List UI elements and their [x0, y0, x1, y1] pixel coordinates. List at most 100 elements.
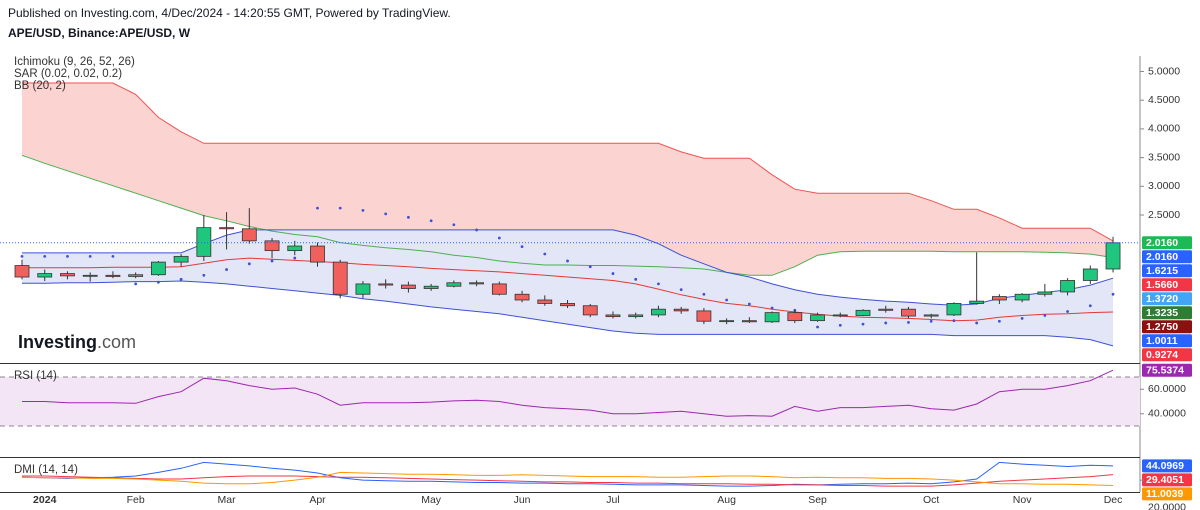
- sar-dot: [43, 254, 47, 258]
- x-tick-label: Feb: [127, 494, 145, 506]
- x-tick-label: May: [421, 494, 442, 506]
- indicator-line: [21, 471, 1114, 486]
- candle-body: [82, 274, 98, 277]
- sar-dot: [88, 254, 92, 258]
- candle-body: [264, 240, 280, 252]
- sar-dot: [1088, 304, 1092, 308]
- price-badge: [1142, 236, 1192, 250]
- candle-body: [219, 227, 234, 230]
- sar-dot: [270, 259, 274, 263]
- sar-dot: [1043, 314, 1047, 317]
- price-badge-label: 1.5660: [1146, 279, 1178, 291]
- sar-dot: [679, 288, 683, 292]
- sar-dot: [338, 206, 342, 210]
- indicator-line: [22, 82, 1114, 242]
- candle-body: [651, 308, 666, 316]
- symbol-title: APE/USD, Binance:APE/USD, W: [8, 26, 191, 40]
- watermark: Investing.com: [18, 332, 136, 352]
- panel-title: RSI (14): [14, 370, 57, 382]
- candle-body: [537, 299, 553, 304]
- y-tick-label: 2.5000: [1148, 209, 1180, 221]
- candle-body: [1105, 242, 1121, 270]
- candle-body: [832, 314, 848, 317]
- candle-body: [560, 303, 575, 307]
- candle-body: [923, 314, 939, 317]
- candle-body: [719, 320, 735, 323]
- candle-body: [946, 303, 962, 316]
- sar-dot: [475, 228, 478, 232]
- price-badge: [1142, 334, 1192, 348]
- sar-dot: [247, 262, 251, 266]
- candle-body: [991, 296, 1007, 301]
- candle-body: [901, 308, 916, 317]
- price-badge-label: 2.0160: [1146, 237, 1178, 249]
- candle-body: [673, 308, 689, 312]
- sar-dot: [66, 254, 69, 258]
- sar-dot: [884, 321, 888, 325]
- candle-body: [628, 314, 644, 318]
- y-tick-label: 20.0000: [1148, 502, 1186, 510]
- price-badge: [1142, 487, 1192, 501]
- sar-dot: [520, 245, 524, 248]
- price-badge: [1142, 278, 1192, 292]
- x-tick-label: Mar: [218, 494, 237, 506]
- candle-body: [446, 282, 462, 287]
- sar-dot: [543, 252, 547, 256]
- sar-dot: [384, 212, 388, 216]
- candle-body: [969, 300, 985, 304]
- y-tick-label: 3.0000: [1148, 180, 1180, 192]
- candle-body: [241, 228, 257, 242]
- price-badge: [1142, 292, 1192, 306]
- candle-body: [469, 282, 485, 285]
- sar-dot: [566, 259, 569, 263]
- candle-body: [1082, 268, 1098, 281]
- price-badge: [1142, 250, 1192, 264]
- x-tick-label: Oct: [923, 494, 939, 506]
- candle-body: [287, 245, 303, 252]
- candle-body: [1060, 280, 1075, 293]
- candle-body: [378, 283, 394, 286]
- x-tick-label: Apr: [309, 494, 326, 506]
- sar-dot: [1020, 316, 1024, 320]
- sar-dot: [361, 209, 365, 212]
- candle-body: [582, 305, 598, 316]
- candle-body: [196, 227, 212, 257]
- candle-body: [741, 320, 757, 323]
- panel-title: DMI (14, 14): [14, 464, 78, 476]
- candle-body: [332, 261, 348, 295]
- candle-body: [696, 310, 712, 322]
- indicator-label: SAR (0.02, 0.02, 0.2): [14, 68, 122, 80]
- sar-dot: [429, 219, 433, 223]
- sar-dot: [657, 282, 660, 286]
- price-badge: [1142, 320, 1192, 334]
- sar-dot: [725, 298, 729, 302]
- sar-dot: [702, 292, 706, 296]
- candle-body: [605, 314, 621, 318]
- sar-dot: [202, 273, 206, 277]
- indicator-label: BB (20, 2): [14, 80, 66, 92]
- candle-body: [105, 274, 121, 277]
- y-tick-label: 3.5000: [1148, 151, 1180, 163]
- band-fill: [22, 82, 1114, 276]
- indicator-line: [22, 369, 1114, 417]
- sar-dot: [497, 236, 501, 240]
- indicator-line: [22, 257, 1114, 322]
- indicator-line: [21, 461, 1114, 487]
- x-tick-label: Nov: [1013, 494, 1032, 506]
- y-tick-label: 4.0000: [1148, 123, 1180, 135]
- candle-body: [37, 273, 53, 278]
- price-badge-label: 1.3235: [1146, 307, 1178, 319]
- sar-dot: [316, 206, 319, 210]
- sar-dot: [838, 323, 842, 327]
- sar-dot: [225, 268, 228, 271]
- indicator-line: [22, 474, 1114, 487]
- sar-dot: [407, 215, 410, 219]
- sar-dot: [293, 256, 297, 260]
- y-tick-label: 40.0000: [1148, 408, 1186, 420]
- sar-dot: [975, 321, 979, 325]
- sar-dot: [452, 223, 456, 227]
- x-tick-label: Dec: [1104, 494, 1123, 506]
- sar-dot: [20, 254, 24, 258]
- x-tick-label: Aug: [717, 494, 736, 506]
- price-badge-label: 2.0160: [1146, 251, 1178, 263]
